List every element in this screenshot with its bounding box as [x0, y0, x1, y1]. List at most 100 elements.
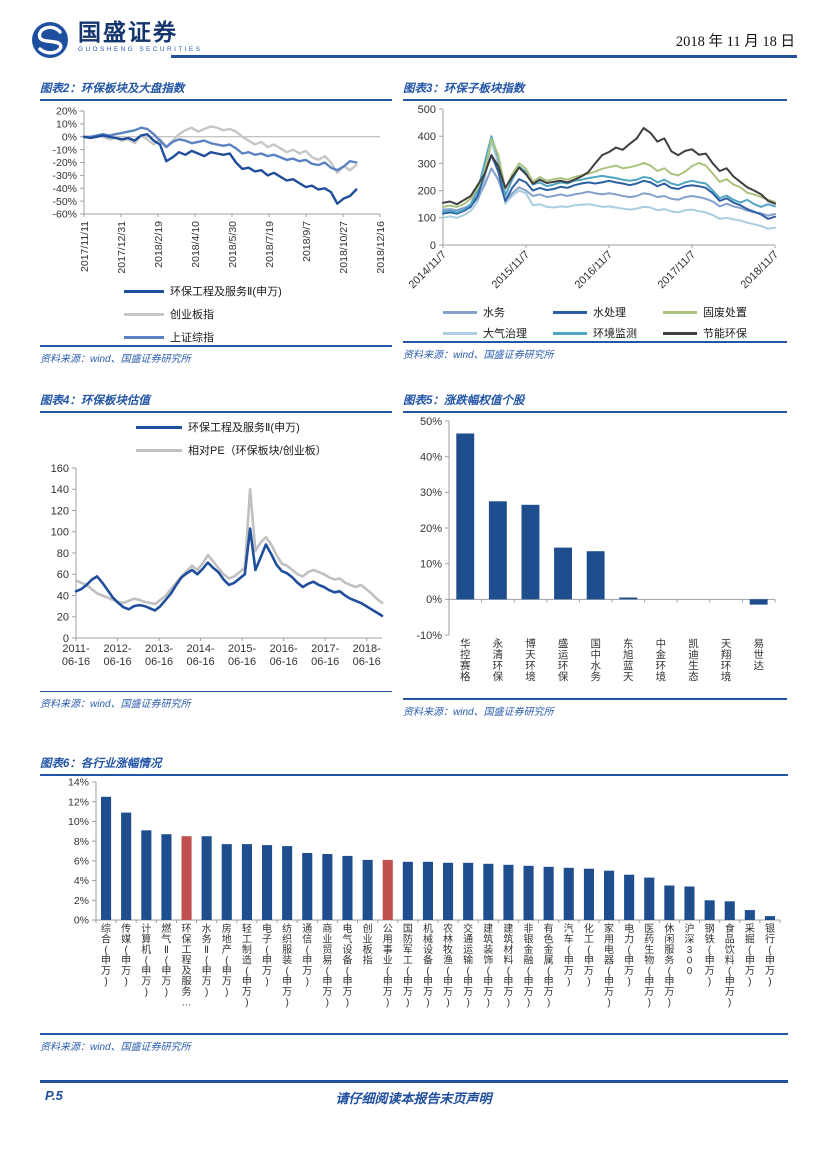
- svg-text:8%: 8%: [74, 836, 89, 848]
- svg-text:0: 0: [63, 633, 69, 645]
- figure-2-legend: 环保工程及服务Ⅱ(申万) 创业板指 上证综指: [40, 283, 392, 345]
- legend-label: 上证综指: [170, 332, 214, 344]
- footer-rule: [40, 1080, 788, 1083]
- legend-swatch: [124, 289, 164, 293]
- figure-2-title: 图表2：环保板块及大盘指数: [40, 83, 185, 95]
- svg-text:100: 100: [51, 527, 69, 539]
- report-date: 2018 年 11 月 18 日: [675, 34, 795, 50]
- c5-bar-3: [554, 547, 572, 600]
- c6-category-label: 综合(申万): [101, 922, 111, 988]
- c6-bar-16: [422, 861, 433, 920]
- svg-text:300: 300: [418, 158, 436, 170]
- c6-bar-30: [704, 900, 715, 920]
- c6-category-label: 汽车(申万): [564, 922, 574, 988]
- brand-logo-icon: [32, 22, 68, 58]
- svg-text:10%: 10%: [56, 119, 77, 131]
- c6-bar-7: [241, 844, 252, 920]
- c6-bar-25: [604, 870, 615, 920]
- legend-swatch: [136, 448, 182, 452]
- svg-text:0%: 0%: [74, 915, 89, 927]
- c6-bar-13: [362, 859, 373, 920]
- c6-bar-32: [744, 910, 755, 920]
- c6-bar-28: [664, 885, 675, 920]
- c5-category-label: 凯迪生态: [688, 637, 699, 683]
- legend-swatch: [553, 310, 587, 314]
- c2-series-line-2: [82, 126, 358, 172]
- c5-bar-5: [619, 597, 638, 600]
- c5-category-label: 博天环境: [525, 637, 536, 683]
- c6-bar-3: [161, 834, 172, 920]
- c6-category-label: 银行(申万): [765, 922, 775, 988]
- svg-text:200: 200: [418, 185, 436, 197]
- title-rule: [403, 411, 787, 413]
- svg-text:40%: 40%: [420, 452, 442, 464]
- c5-category-label: 永清环保: [493, 637, 504, 683]
- c6-category-label: 国防军工(申万): [403, 923, 413, 1009]
- c5-bar-0: [456, 433, 475, 600]
- c6-bar-0: [101, 796, 112, 920]
- c5-category-label: 国中水务: [590, 638, 601, 683]
- c5-plot: 50% 40% 30% 20% 10% 0% -10% 华控赛格 永清环保 博天环境 盛运环保 国中水…: [416, 416, 776, 683]
- c6-bar-11: [322, 854, 333, 920]
- c5-bar-4: [586, 551, 605, 600]
- legend-label: 环境监测: [593, 328, 637, 340]
- c6-bar-27: [644, 877, 655, 920]
- svg-text:2018/12/16: 2018/12/16: [375, 221, 387, 274]
- svg-text:2018/2/19: 2018/2/19: [153, 221, 165, 268]
- svg-text:50%: 50%: [420, 416, 442, 428]
- c6-bar-12: [342, 855, 353, 920]
- svg-text:-30%: -30%: [52, 170, 77, 182]
- c6-category-label: 创业板指: [363, 922, 373, 967]
- source-rule: [40, 690, 392, 692]
- figure-3-source: 资料来源：wind、国盛证券研究所: [403, 349, 554, 361]
- figure-2-source-block: 资料来源：wind、国盛证券研究所: [40, 345, 392, 365]
- figure-5-source: 资料来源：wind、国盛证券研究所: [403, 706, 554, 718]
- svg-text:2014-06-16: 2014-06-16: [187, 643, 215, 668]
- figure-6-chart: 14% 12% 10% 8% 6% 4% 2% 0% 综合(申万) 传媒(申万) 计算机(申万) 燃气…: [40, 776, 788, 1033]
- figure-4-title: 图表4：环保板块估值: [40, 395, 150, 407]
- figure-3-legend: 水务 水处理 固废处置 大气治理 环境监测 节能环保: [403, 304, 787, 341]
- c6-category-label: 公用事业(申万): [383, 924, 393, 1009]
- c2-series-line-1: [82, 125, 358, 175]
- svg-text:2017-06-16: 2017-06-16: [311, 643, 339, 668]
- title-rule: [40, 99, 392, 101]
- source-rule: [403, 341, 787, 343]
- c6-category-label: 建筑装饰(申万): [483, 922, 493, 1009]
- c6-bar-8: [262, 845, 273, 920]
- svg-text:-10%: -10%: [52, 144, 77, 156]
- figure-2-chart: 20% 10% 0% -10% -20% -30% -40% -50% -60% 2017/11/…: [40, 101, 392, 281]
- c6-category-label: 农林牧渔(申万): [443, 922, 453, 1009]
- c6-plot: 14% 12% 10% 8% 6% 4% 2% 0% 综合(申万) 传媒(申万) 计算机(申万) 燃气…: [68, 777, 781, 1009]
- c3-series-line-2: [442, 137, 776, 208]
- svg-text:140: 140: [51, 484, 69, 496]
- c6-category-label: 房地产(申万): [222, 922, 232, 998]
- c6-bar-14: [382, 859, 393, 920]
- c6-category-label: 交通运输(申万): [463, 922, 473, 1009]
- c6-bar-33: [764, 916, 775, 920]
- legend-label: 固废处置: [703, 307, 747, 319]
- c4-series-line-0: [74, 527, 384, 617]
- c6-bar-22: [543, 866, 554, 920]
- svg-text:2012-06-16: 2012-06-16: [103, 643, 131, 668]
- svg-text:-50%: -50%: [52, 196, 77, 208]
- svg-text:2017/12/31: 2017/12/31: [116, 221, 128, 274]
- legend-item: 相对PE（环保板块/创业板）: [136, 442, 392, 458]
- legend-label: 环保工程及服务Ⅱ(申万): [188, 422, 300, 434]
- svg-text:2018-06-16: 2018-06-16: [353, 643, 381, 668]
- figure-3-title: 图表3：环保子板块指数: [403, 83, 525, 95]
- figure-6-title: 图表6：各行业涨幅情况: [40, 758, 162, 770]
- c6-bar-19: [483, 863, 494, 920]
- svg-text:0%: 0%: [426, 594, 442, 606]
- figure-3-chart: 500 400 300 200 100 0 2014/11/7 2015/11/7 2016/1…: [403, 101, 787, 302]
- c6-bar-4: [181, 836, 192, 920]
- svg-text:-20%: -20%: [52, 157, 77, 169]
- c6-category-label: 燃气 Ⅱ (申万): [161, 922, 171, 998]
- legend-label: 水处理: [593, 307, 626, 319]
- legend-item: 环保工程及服务Ⅱ(申万): [124, 283, 392, 299]
- legend-label: 大气治理: [483, 328, 527, 340]
- c6-bar-23: [563, 867, 574, 920]
- c6-category-label: 纺织服装(申万): [282, 922, 292, 1009]
- legend-item: 水处理: [553, 304, 637, 320]
- c6-bar-5: [201, 836, 212, 920]
